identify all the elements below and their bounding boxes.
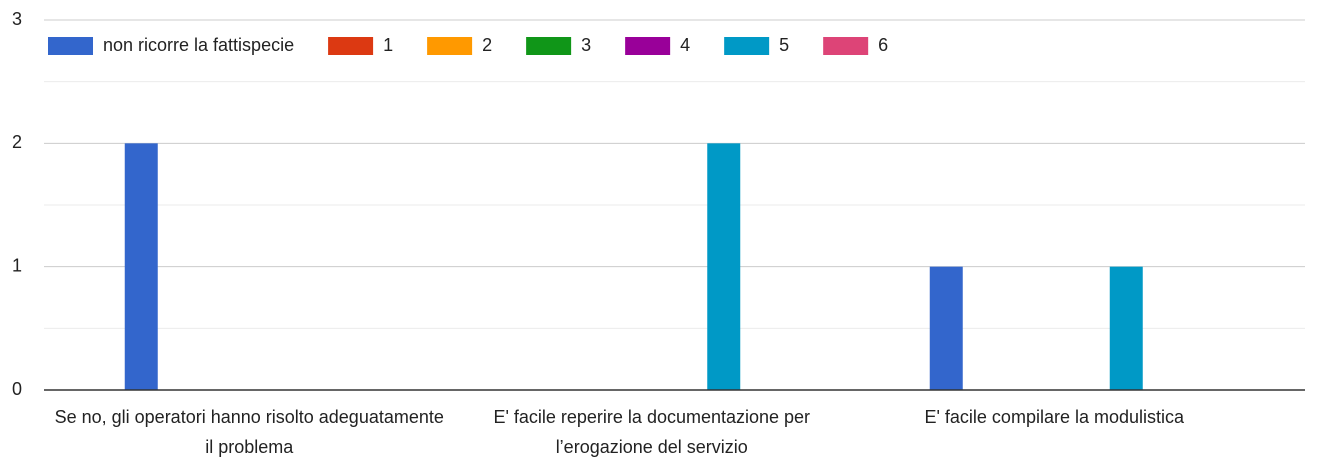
bar <box>707 143 741 390</box>
legend-label: 2 <box>482 35 492 55</box>
x-tick-label: Se no, gli operatori hanno risolto adegu… <box>54 407 444 457</box>
legend-label: 3 <box>581 35 591 55</box>
y-tick-label: 1 <box>12 255 22 275</box>
legend-swatch <box>526 37 572 55</box>
legend-label: non ricorre la fattispecie <box>103 35 294 55</box>
legend-swatch <box>625 37 671 55</box>
x-tick-label: E' facile reperire la documentazione per… <box>493 407 811 457</box>
legend-label: 5 <box>779 35 789 55</box>
y-tick-label: 3 <box>12 9 22 29</box>
y-tick-label: 2 <box>12 132 22 152</box>
bar <box>929 266 963 390</box>
legend-swatch <box>328 37 374 55</box>
legend-label: 6 <box>878 35 888 55</box>
y-tick-label: 0 <box>12 379 22 399</box>
legend-swatch <box>427 37 473 55</box>
legend-label: 1 <box>383 35 393 55</box>
legend-label: 4 <box>680 35 690 55</box>
legend-swatch <box>823 37 869 55</box>
bar <box>1109 266 1143 390</box>
x-tick-label: E' facile compilare la modulistica <box>924 407 1185 427</box>
bar <box>124 143 158 390</box>
legend-swatch <box>724 37 770 55</box>
legend-swatch <box>48 37 93 55</box>
